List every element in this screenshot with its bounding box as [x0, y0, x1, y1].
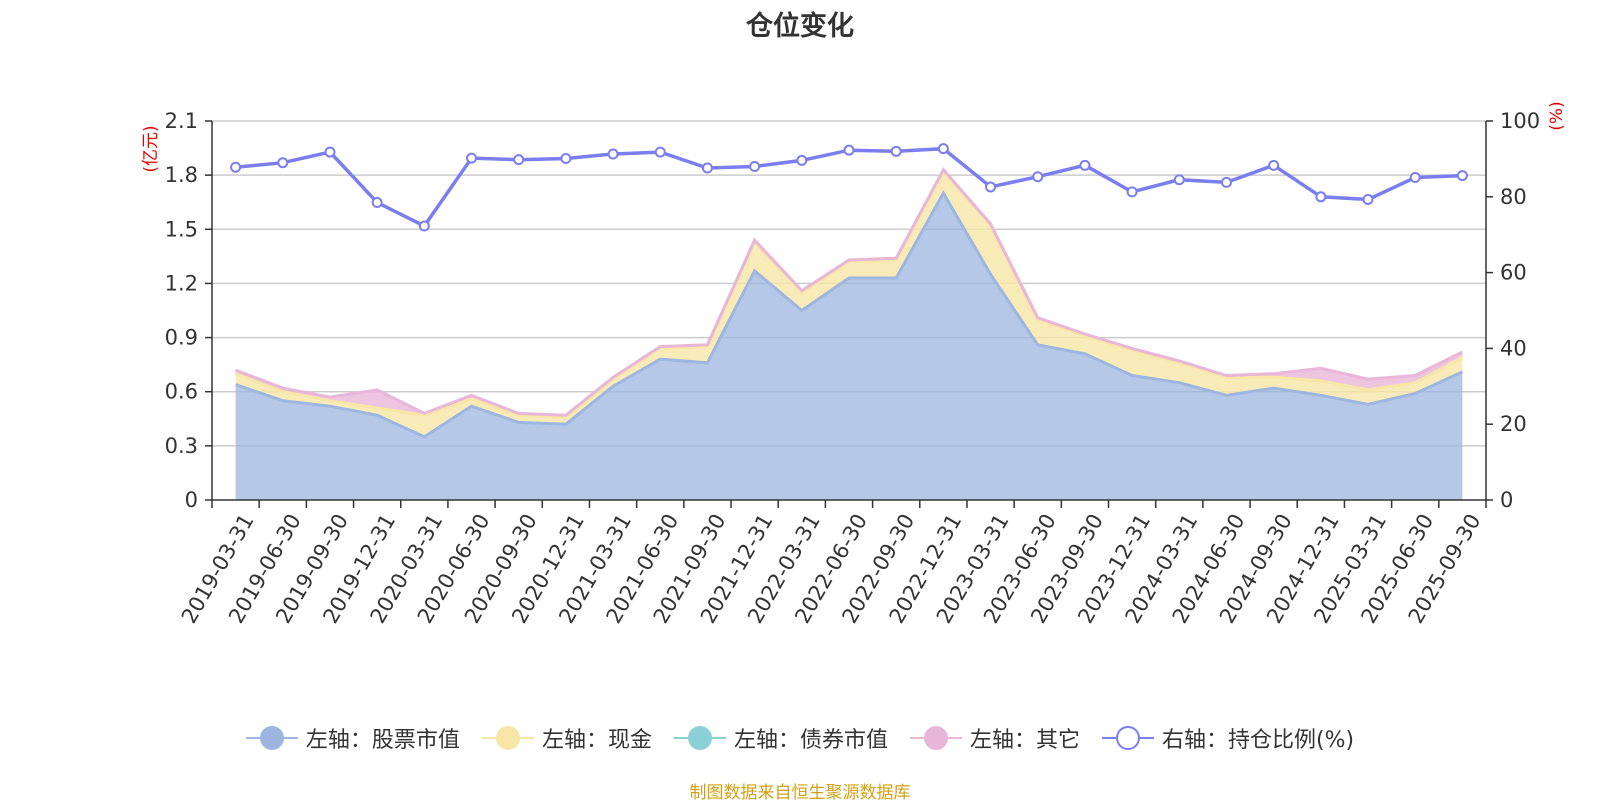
holding-ratio-line — [235, 146, 1463, 229]
holding-ratio-point — [324, 146, 336, 158]
right-axis-tick-label: 100 — [1500, 109, 1540, 133]
holding-ratio-point — [607, 148, 619, 160]
position-chart: 00.30.60.91.21.51.82.10204060801002019-0… — [141, 101, 1567, 627]
holding-ratio-point — [513, 154, 525, 166]
right-axis-unit: (%) — [1547, 101, 1567, 130]
left-axis-tick-label: 2.1 — [165, 109, 198, 133]
legend-marker-icon — [481, 725, 534, 751]
legend-label: 右轴：持仓比例(%) — [1161, 728, 1355, 753]
legend-marker-icon — [1101, 725, 1154, 751]
holding-ratio-point — [1220, 176, 1232, 188]
cash-area — [235, 171, 1463, 437]
holding-ratio-point — [1173, 174, 1185, 186]
left-axis-tick-label: 0.6 — [165, 380, 198, 404]
legend-item[interactable]: 左轴：债券市值 — [673, 722, 888, 754]
legend-item[interactable]: 左轴：现金 — [481, 722, 652, 754]
holding-ratio-point — [890, 145, 902, 157]
holding-ratio-point — [418, 220, 430, 232]
holding-ratio-point — [654, 146, 666, 158]
legend-marker-icon — [673, 725, 726, 751]
right-axis-tick-label: 40 — [1500, 336, 1527, 360]
right-axis-tick-label: 0 — [1500, 488, 1513, 512]
holding-ratio-point — [1079, 159, 1091, 171]
left-axis-tick-label: 0 — [185, 488, 198, 512]
holding-ratio-point — [796, 154, 808, 166]
holding-ratio-point — [749, 160, 761, 172]
right-axis-tick-label: 80 — [1500, 185, 1527, 209]
holding-ratio-point — [1409, 171, 1421, 183]
chart-title: 仓位变化 — [746, 11, 854, 42]
legend-label: 左轴：现金 — [541, 728, 652, 753]
holding-ratio-point — [1268, 159, 1280, 171]
other-line — [235, 167, 1464, 417]
holding-ratio-point — [371, 196, 383, 208]
left-axis-tick-label: 1.2 — [165, 271, 198, 295]
holding-ratio-point — [230, 161, 242, 173]
holding-ratio-point — [1456, 170, 1468, 182]
stock-line — [235, 190, 1464, 439]
legend-label: 左轴：其它 — [969, 728, 1080, 753]
holding-ratio-point — [843, 144, 855, 156]
holding-ratio-point — [1362, 193, 1374, 205]
legend-marker-icon — [245, 725, 298, 751]
holding-ratio-point — [937, 143, 949, 155]
legend-label: 左轴：股票市值 — [305, 728, 460, 753]
right-axis-tick-label: 60 — [1500, 261, 1527, 285]
legend-item[interactable]: 左轴：其它 — [909, 722, 1080, 754]
left-axis-unit: (亿元) — [141, 125, 161, 172]
chart-legend: 左轴：股票市值 左轴：现金 左轴：债券市值 左轴：其它 右轴：持仓比例(%) — [0, 720, 1600, 756]
holding-ratio-point — [701, 162, 713, 174]
right-axis-tick-label: 20 — [1500, 412, 1527, 436]
holding-ratio-point — [1032, 171, 1044, 183]
legend-item[interactable]: 左轴：股票市值 — [245, 722, 460, 754]
left-axis-tick-label: 0.9 — [165, 326, 198, 350]
holding-ratio-point — [985, 181, 997, 193]
holding-ratio-point — [1126, 186, 1138, 198]
data-source-footer: 制图数据来自恒生聚源数据库 — [689, 783, 911, 803]
holding-ratio-point — [560, 153, 572, 165]
holding-ratio-point — [1315, 191, 1327, 203]
legend-marker-icon — [909, 725, 962, 751]
left-axis-tick-label: 0.3 — [165, 434, 198, 458]
cash-line — [235, 168, 1464, 419]
holding-ratio-point — [277, 157, 289, 169]
left-axis-tick-label: 1.8 — [165, 163, 198, 187]
legend-item[interactable]: 右轴：持仓比例(%) — [1101, 722, 1355, 754]
stock-area — [235, 193, 1463, 500]
left-axis-tick-label: 1.5 — [165, 217, 198, 241]
legend-label: 左轴：债券市值 — [733, 728, 888, 753]
holding-ratio-point — [466, 152, 478, 164]
